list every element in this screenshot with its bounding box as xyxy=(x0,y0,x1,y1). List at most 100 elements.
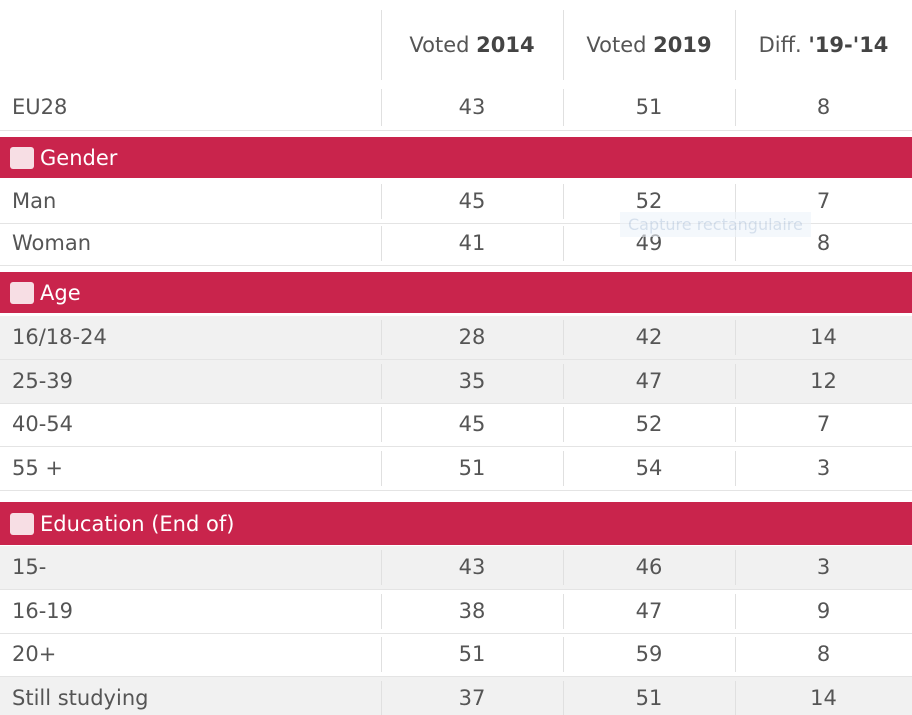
section-icon xyxy=(10,281,34,304)
divider xyxy=(735,320,736,355)
cell-value: 54 xyxy=(635,456,663,480)
divider xyxy=(381,89,382,126)
divider xyxy=(735,550,736,585)
cell-value: 51 xyxy=(458,456,486,480)
divider xyxy=(563,451,564,486)
cell-value: 51 xyxy=(635,686,663,710)
cell-value: 35 xyxy=(458,369,486,393)
cell-value: 38 xyxy=(458,599,486,623)
divider xyxy=(735,451,736,486)
section-icon xyxy=(10,146,34,169)
cell-value: 28 xyxy=(458,325,486,349)
table-row xyxy=(0,180,912,224)
section-header: Age xyxy=(0,272,912,313)
row-label: EU28 xyxy=(12,95,68,119)
divider xyxy=(381,550,382,585)
divider xyxy=(381,320,382,355)
divider xyxy=(563,637,564,672)
divider xyxy=(381,407,382,442)
row-label: Still studying xyxy=(12,686,149,710)
cell-value: 3 xyxy=(816,555,831,579)
divider xyxy=(563,407,564,442)
row-label: 16/18-24 xyxy=(12,325,107,349)
divider xyxy=(381,184,382,219)
row-label: 55 + xyxy=(12,456,63,480)
cell-value: 8 xyxy=(816,231,831,255)
cell-value: 14 xyxy=(810,686,837,710)
table-row xyxy=(0,633,912,677)
divider xyxy=(381,364,382,399)
cell-value: 49 xyxy=(635,231,663,255)
divider xyxy=(735,407,736,442)
cell-value: 47 xyxy=(635,599,663,623)
cell-value: 47 xyxy=(635,369,663,393)
divider xyxy=(563,681,564,715)
column-header: Voted 2014 xyxy=(381,25,563,65)
divider xyxy=(735,10,736,80)
row-label: 40-54 xyxy=(12,412,74,436)
divider xyxy=(381,594,382,629)
cell-value: 51 xyxy=(458,642,486,666)
cell-value: 37 xyxy=(458,686,486,710)
cell-value: 12 xyxy=(810,369,837,393)
divider xyxy=(735,637,736,672)
cell-value: 52 xyxy=(635,412,663,436)
divider xyxy=(735,184,736,219)
row-label: 25-39 xyxy=(12,369,74,393)
column-header: Diff. '19-'14 xyxy=(735,25,912,65)
header-bold: '19-'14 xyxy=(808,32,889,57)
table-row xyxy=(0,316,912,360)
section-header: Gender xyxy=(0,137,912,178)
row-label: 16-19 xyxy=(12,599,74,623)
cell-value: 7 xyxy=(816,412,831,436)
divider xyxy=(563,89,564,126)
table-row xyxy=(0,403,912,447)
divider xyxy=(735,364,736,399)
cell-value: 8 xyxy=(816,642,831,666)
cell-value: 45 xyxy=(458,189,486,213)
divider xyxy=(381,681,382,715)
table-row xyxy=(0,360,912,404)
table-row xyxy=(0,447,912,491)
divider xyxy=(563,226,564,261)
cell-value: 59 xyxy=(635,642,663,666)
table-row xyxy=(0,677,912,715)
divider xyxy=(381,451,382,486)
table-row xyxy=(0,590,912,634)
header-text: Diff. xyxy=(758,32,809,57)
divider xyxy=(735,594,736,629)
divider xyxy=(563,184,564,219)
screenshot-overlay: Capture rectangulaire xyxy=(620,212,811,237)
divider xyxy=(563,364,564,399)
cell-value: 9 xyxy=(816,599,831,623)
header-bold: 2014 xyxy=(476,32,535,57)
row-label: Woman xyxy=(12,231,92,255)
table-row xyxy=(0,546,912,590)
section-header: Education (End of) xyxy=(0,502,912,545)
table-row xyxy=(0,85,912,131)
cell-value: 51 xyxy=(635,95,663,119)
header-text: Voted xyxy=(409,32,477,57)
section-icon xyxy=(10,512,34,535)
cell-value: 43 xyxy=(458,555,486,579)
divider xyxy=(563,10,564,80)
row-label: 20+ xyxy=(12,642,57,666)
header-bold: 2019 xyxy=(653,32,712,57)
divider xyxy=(563,594,564,629)
divider xyxy=(735,226,736,261)
divider xyxy=(381,637,382,672)
column-header: Voted 2019 xyxy=(563,25,735,65)
cell-value: 42 xyxy=(635,325,663,349)
cell-value: 8 xyxy=(816,95,831,119)
row-label: Man xyxy=(12,189,57,213)
divider xyxy=(381,10,382,80)
cell-value: 14 xyxy=(810,325,837,349)
row-label: 15- xyxy=(12,555,47,579)
cell-value: 52 xyxy=(635,189,663,213)
cell-value: 46 xyxy=(635,555,663,579)
cell-value: 45 xyxy=(458,412,486,436)
divider xyxy=(563,320,564,355)
cell-value: 7 xyxy=(816,189,831,213)
divider xyxy=(563,550,564,585)
